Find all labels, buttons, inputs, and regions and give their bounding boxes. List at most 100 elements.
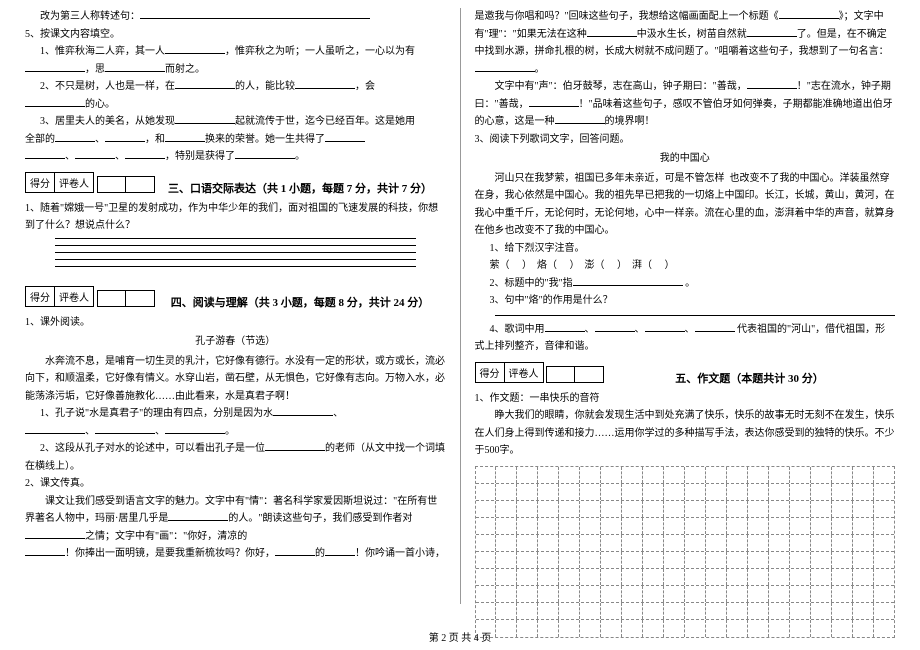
q-label: 2、课文传真。	[25, 475, 446, 493]
t: ！你捧出一面明镜，是要我重新梳妆吗？你好，	[65, 548, 275, 559]
blank	[25, 545, 65, 556]
page-footer: 第 2 页 共 4 页	[0, 629, 920, 644]
grid-row	[476, 484, 895, 501]
sub-question: 2、这段从孔子对水的论述中，可以看出孔子是一位的老师（从文中找一个词填在横线上）…	[25, 440, 446, 475]
sub-question: 1、孔子说"水是真君子"的理由有四点，分别是因为水、	[25, 405, 446, 423]
blank	[275, 545, 315, 556]
blank	[529, 96, 579, 107]
text-line: 全部的、，和换来的荣誉。她一生共得了	[25, 131, 446, 149]
t: 2、这段从孔子对水的论述中，可以看出孔子是一位	[40, 443, 265, 454]
t: 1、惟弈秋海二人弈，其一人	[40, 46, 165, 57]
blank	[779, 8, 839, 19]
t: 、	[635, 324, 645, 335]
answer-line	[55, 238, 416, 239]
sub-question: 1、给下烈汉字注音。	[475, 240, 896, 258]
grader-label: 评卷人	[505, 363, 543, 382]
label: 改为第三人称转述句：	[40, 11, 140, 22]
t: ，特别是获得了	[165, 151, 235, 162]
grid-row	[476, 586, 895, 603]
passage-text: 文字中有"声"：伯牙鼓琴，志在高山，钟子期曰："善哉，！"志在流水，钟子期曰："…	[475, 78, 896, 131]
passage-text: ！你捧出一面明镜，是要我重新梳妆吗？你好，的！你吟诵一首小诗，	[25, 545, 446, 563]
t: ，和	[145, 134, 165, 145]
blank	[165, 131, 205, 142]
text-line: 5、按课文内容填空。	[25, 26, 446, 44]
writing-grid	[475, 466, 896, 638]
section-4-title: 四、阅读与理解（共 3 小题，每题 8 分，共计 24 分）	[155, 294, 446, 310]
answer-line	[55, 252, 416, 253]
grid-row	[476, 552, 895, 569]
score-box: 得分 评卷人	[25, 286, 94, 307]
t: 。	[295, 151, 305, 162]
t: 之情；文字中有"画"："你好，清凉的	[85, 531, 247, 542]
blank	[168, 510, 228, 521]
section-3-title: 三、口语交际表达（共 1 小题，每题 7 分，共计 7 分）	[155, 180, 446, 196]
text-line: 1、惟弈秋海二人弈，其一人 ，惟弈秋之为听；一人虽听之，一心以为有	[25, 43, 446, 61]
sub-question: 4、歌词中用、、、 代表祖国的"河山"，借代祖国，形式上排列整齐，音律和谐。	[475, 321, 896, 356]
t: ，惟弈秋之为听；一人虽听之，一心以为有	[225, 46, 415, 57]
score-box: 得分 评卷人	[25, 172, 94, 193]
blank	[75, 148, 115, 159]
question-text: 1、随着"嫦娥一号"卫星的发射成功，作为中华少年的我们，面对祖国的飞速发展的科技…	[25, 200, 446, 235]
t: 换来的荣誉。她一生共得了	[205, 134, 325, 145]
blank	[25, 148, 65, 159]
score-box-empty	[97, 290, 155, 307]
blank	[295, 78, 355, 89]
score-box-empty	[546, 366, 604, 383]
text-line: 改为第三人称转述句：	[25, 8, 446, 26]
section-4-header: 得分 评卷人 四、阅读与理解（共 3 小题，每题 8 分，共计 24 分）	[25, 280, 446, 314]
t: 2、标题中的"我"指	[490, 278, 573, 289]
answer-line	[55, 266, 416, 267]
blank	[325, 545, 355, 556]
essay-prompt: 睁大我们的眼睛，你就会发现生活中到处充满了快乐，快乐的故事无时无刻不在发生，快乐…	[475, 407, 896, 460]
t: 、	[585, 324, 595, 335]
t: 而射之。	[165, 64, 205, 75]
sub-question: 2、标题中的"我"指 。	[475, 275, 896, 293]
blank	[695, 321, 735, 332]
t: ，思	[85, 64, 105, 75]
t: 是邀我与你唱和吗？"回味这些句子，我想给这幅画面配上一个标题《	[475, 11, 779, 22]
q-label: 1、课外阅读。	[25, 314, 446, 332]
text-line: ，思 而射之。	[25, 61, 446, 79]
passage-title: 孔子游春（节选）	[25, 333, 446, 351]
blank	[105, 61, 165, 72]
grader-label: 评卷人	[55, 173, 93, 192]
t: 中汲水生长，树苗自然就	[637, 29, 747, 40]
blank	[25, 423, 85, 434]
blank	[175, 78, 235, 89]
blank	[325, 131, 365, 142]
right-column: 是邀我与你唱和吗？"回味这些句子，我想给这幅画面配上一个标题《》；文字中有"理"…	[475, 8, 896, 604]
t: 文字中有"声"：伯牙鼓琴，志在高山，钟子期曰："善哉，	[495, 81, 747, 92]
blank	[25, 61, 85, 72]
grid-row	[476, 518, 895, 535]
blank	[555, 113, 605, 124]
t: 2、不只是树，人也是一样，在	[40, 81, 175, 92]
passage-text: 水奔流不息，是哺育一切生灵的乳汁，它好像有德行。水没有一定的形状，或方或长，流必…	[25, 353, 446, 406]
blank	[573, 275, 683, 286]
blank	[165, 43, 225, 54]
blank	[175, 113, 235, 124]
pinyin-blanks: 萦（ ） 烙（ ） 澎（ ） 湃（ ）	[475, 257, 896, 275]
blank	[25, 528, 85, 539]
t: 的境界啊！	[605, 116, 655, 127]
blank	[747, 78, 797, 89]
blank	[645, 321, 685, 332]
grid-row	[476, 501, 895, 518]
blank	[105, 131, 145, 142]
t: 4、歌词中用	[490, 324, 545, 335]
t: 的心。	[85, 99, 115, 110]
answer-line	[55, 259, 416, 260]
blank	[587, 26, 637, 37]
blank	[265, 440, 325, 451]
score-box-empty	[97, 176, 155, 193]
score-box: 得分 评卷人	[475, 362, 544, 383]
score-label: 得分	[26, 287, 55, 306]
text-line: 的心。	[25, 96, 446, 114]
blank	[475, 61, 535, 72]
answer-line	[55, 245, 416, 246]
t: 、	[95, 134, 105, 145]
passage-text: 是邀我与你唱和吗？"回味这些句子，我想给这幅画面配上一个标题《》；文字中有"理"…	[475, 8, 896, 78]
t: 1、孔子说"水是真君子"的理由有四点，分别是因为水	[40, 408, 273, 419]
grid-row	[476, 569, 895, 586]
left-column: 改为第三人称转述句： 5、按课文内容填空。 1、惟弈秋海二人弈，其一人 ，惟弈秋之…	[25, 8, 446, 604]
blank	[747, 26, 797, 37]
